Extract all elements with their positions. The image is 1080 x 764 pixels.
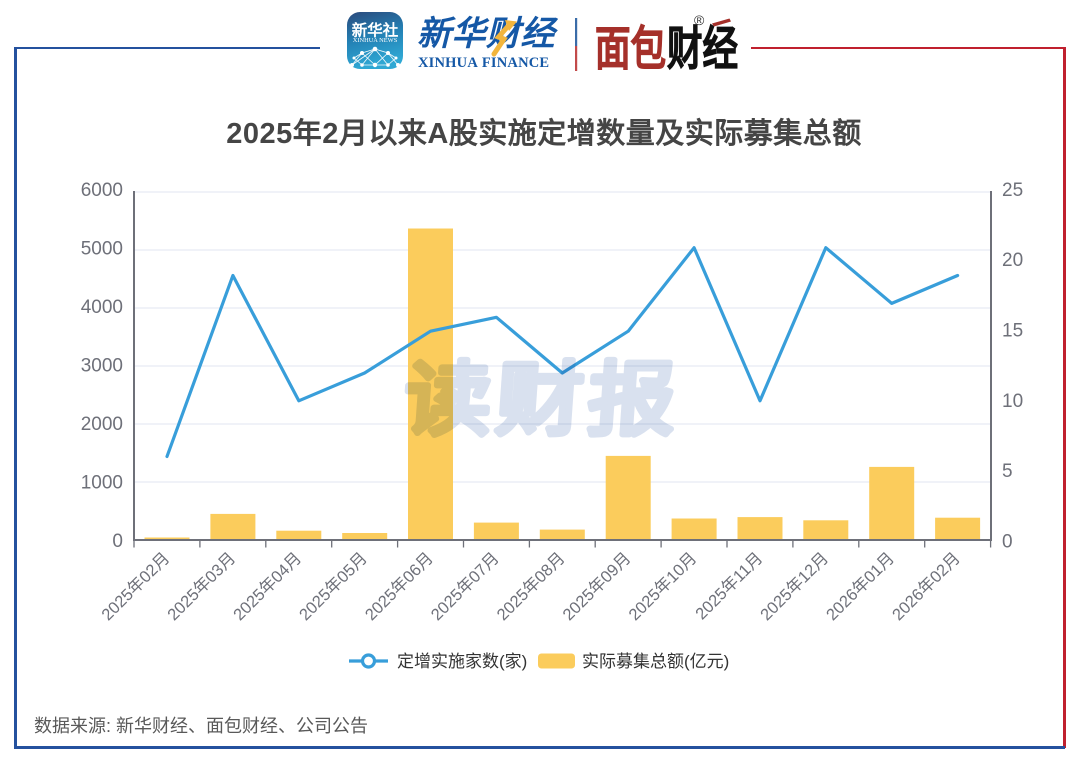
- svg-text:4000: 4000: [81, 297, 123, 318]
- svg-text:定增实施家数(家): 定增实施家数(家): [397, 652, 527, 671]
- svg-text:6000: 6000: [81, 180, 123, 201]
- svg-text:15: 15: [1002, 320, 1023, 341]
- svg-text:1000: 1000: [81, 472, 123, 493]
- svg-text:0: 0: [1002, 531, 1013, 552]
- svg-text:®: ®: [694, 12, 705, 28]
- svg-text:25: 25: [1002, 180, 1023, 201]
- svg-text:2000: 2000: [81, 414, 123, 435]
- svg-text:3000: 3000: [81, 355, 123, 376]
- svg-text:0: 0: [112, 531, 123, 552]
- svg-text:实际募集总额(亿元): 实际募集总额(亿元): [582, 652, 729, 671]
- svg-text:5000: 5000: [81, 238, 123, 259]
- svg-text:财经: 财经: [667, 22, 738, 75]
- svg-text:XINHUA FINANCE: XINHUA FINANCE: [418, 55, 549, 71]
- svg-text:XINHUA NEWS: XINHUA NEWS: [353, 37, 398, 44]
- svg-text:20: 20: [1002, 250, 1023, 271]
- svg-text:面包: 面包: [595, 22, 666, 75]
- svg-text:10: 10: [1002, 391, 1023, 412]
- svg-text:新华社: 新华社: [352, 21, 399, 40]
- svg-text:读财报: 读财报: [401, 354, 683, 445]
- svg-text:5: 5: [1002, 461, 1013, 482]
- svg-text:新华财经: 新华财经: [417, 15, 558, 53]
